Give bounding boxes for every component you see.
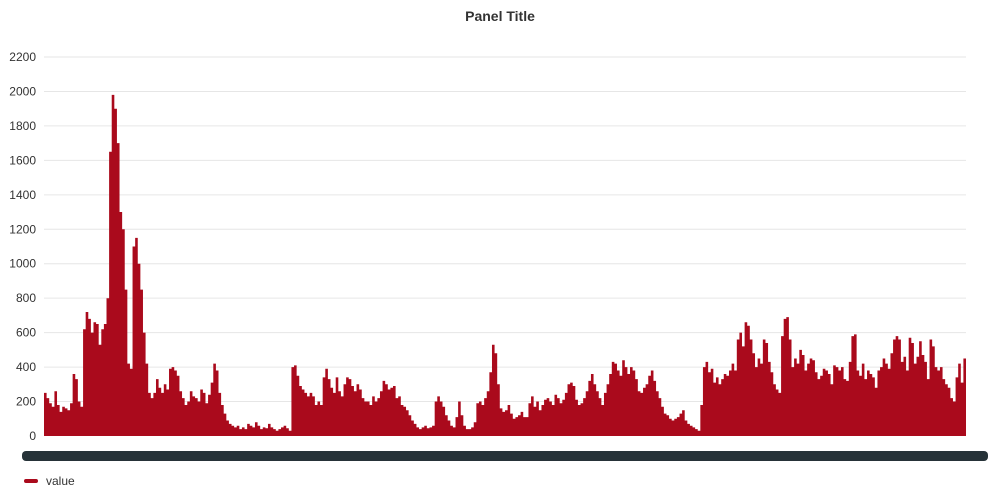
legend-label-value[interactable]: value [46,474,75,488]
y-axis-tick-labels: 0 200 400 600 800 1000 1200 1400 1600 1800 2000 220… [9,50,36,443]
y-tick-label-1200: 1200 [9,222,36,236]
panel-title: Panel Title [465,8,535,24]
series-area-value[interactable] [44,94,966,437]
y-tick-label-800: 800 [16,291,36,305]
x-axis-label-strip [22,451,988,461]
y-tick-label-2000: 2000 [9,84,36,98]
legend: value [24,474,75,488]
y-tick-label-0: 0 [29,429,36,443]
y-tick-label-400: 400 [16,360,36,374]
series-layer [44,94,966,437]
grid-lines [44,56,966,403]
y-tick-label-1600: 1600 [9,153,36,167]
legend-swatch-value [24,479,38,483]
y-tick-label-1400: 1400 [9,188,36,202]
y-tick-label-1800: 1800 [9,119,36,133]
y-tick-label-600: 600 [16,326,36,340]
y-tick-label-1000: 1000 [9,257,36,271]
y-tick-label-2200: 2200 [9,50,36,64]
y-tick-label-200: 200 [16,395,36,409]
